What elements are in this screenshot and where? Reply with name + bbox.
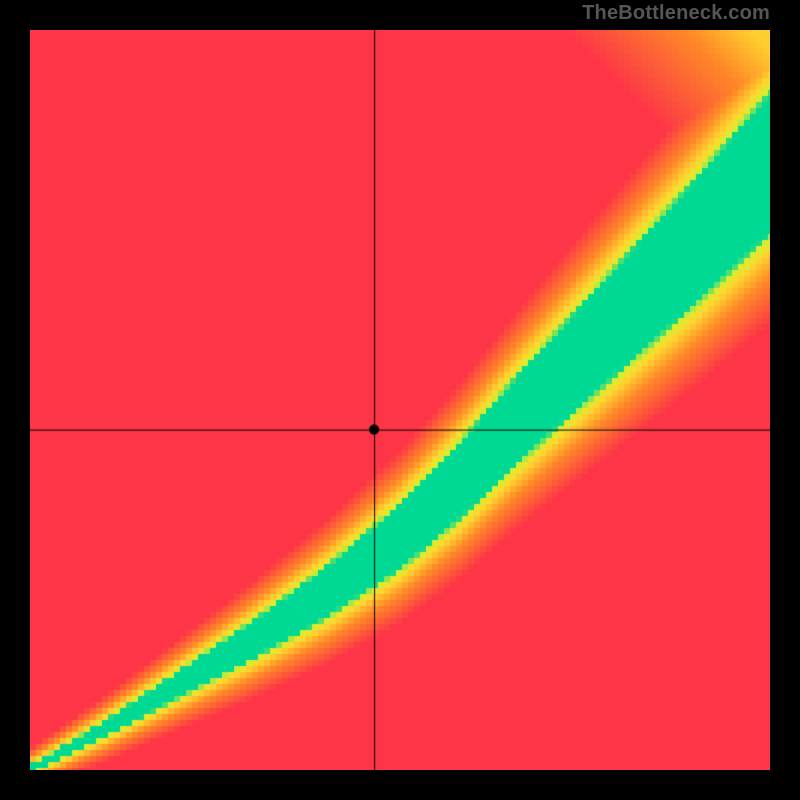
- heatmap-plot: [30, 30, 770, 770]
- heatmap-canvas: [30, 30, 770, 770]
- chart-container: TheBottleneck.com: [0, 0, 800, 800]
- watermark-text: TheBottleneck.com: [582, 2, 770, 25]
